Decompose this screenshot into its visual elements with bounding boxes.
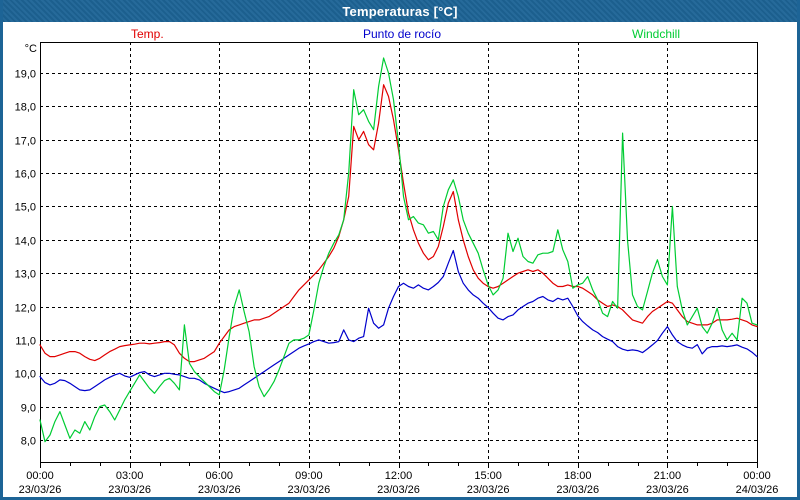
x-tick-time: 18:00 <box>564 470 592 482</box>
x-tick-date: 23/03/26 <box>556 484 599 496</box>
legend-dew-point: Punto de rocío <box>363 27 442 41</box>
x-tick-time: 21:00 <box>654 470 682 482</box>
x-tick-time: 03:00 <box>116 470 144 482</box>
y-tick-label: 19,0 <box>15 69 36 81</box>
window-titlebar: Temperaturas [°C] <box>0 0 800 22</box>
y-tick-label: 18,0 <box>15 102 36 114</box>
x-tick-time: 00:00 <box>26 470 54 482</box>
x-tick-date: 23/03/26 <box>19 484 62 496</box>
x-tick-date: 23/03/26 <box>467 484 510 496</box>
x-tick-date: 24/03/26 <box>736 484 779 496</box>
y-tick-label: 16,0 <box>15 169 36 181</box>
x-tick-time: 12:00 <box>385 470 413 482</box>
x-tick-time: 15:00 <box>474 470 502 482</box>
y-tick-label: 12,0 <box>15 303 36 315</box>
y-tick-label: 15,0 <box>15 202 36 214</box>
x-tick-date: 23/03/26 <box>108 484 151 496</box>
x-tick-date: 23/03/26 <box>646 484 689 496</box>
y-tick-label: 14,0 <box>15 236 36 248</box>
x-tick-time: 00:00 <box>743 470 771 482</box>
x-tick-time: 06:00 <box>205 470 233 482</box>
series-line-dew-point <box>39 249 758 394</box>
y-axis-unit-label: °C <box>25 43 37 55</box>
x-tick-date: 23/03/26 <box>287 484 330 496</box>
series-line-windchill <box>39 57 758 443</box>
y-tick-label: 8,0 <box>21 436 36 448</box>
x-tick-date: 23/03/26 <box>377 484 420 496</box>
window-title: Temperaturas [°C] <box>342 3 458 19</box>
y-tick-label: 10,0 <box>15 369 36 381</box>
y-tick-label: 11,0 <box>15 336 36 348</box>
y-tick-label: 9,0 <box>21 403 36 415</box>
x-tick-date: 23/03/26 <box>198 484 241 496</box>
x-tick-time: 09:00 <box>295 470 323 482</box>
plot-frame <box>40 42 758 463</box>
y-tick-label: 17,0 <box>15 136 36 148</box>
legend-temp: Temp. <box>131 27 164 41</box>
y-tick-label: 13,0 <box>15 269 36 281</box>
legend-windchill: Windchill <box>632 27 681 41</box>
series-line-temp <box>39 84 758 363</box>
